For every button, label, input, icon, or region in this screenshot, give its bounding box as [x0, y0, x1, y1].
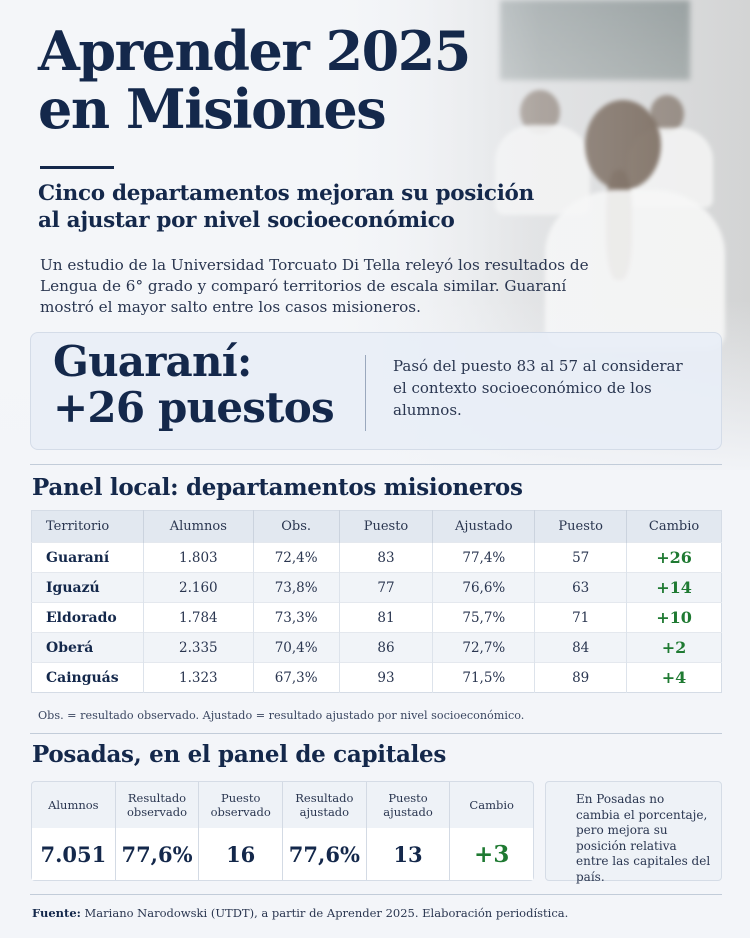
table-cell: 76,6%: [432, 572, 536, 603]
table-cell: 72,4%: [253, 542, 340, 573]
column-header: Cambio: [626, 510, 722, 543]
table-cell: 75,7%: [432, 602, 536, 633]
highlight-text: Pasó del puesto 83 al 57 al considerar e…: [393, 357, 683, 419]
stat-label: Alumnos: [48, 798, 99, 812]
stat-value: 13: [366, 828, 450, 880]
table-row: Oberá 2.335 70,4% 86 72,7% 84 +2: [31, 632, 722, 663]
local-panel-title: Panel local: departamentos misioneros: [32, 474, 523, 501]
column-header: Puesto: [534, 510, 628, 543]
column-header: Obs.: [253, 510, 340, 543]
table-cell: 72,7%: [432, 632, 536, 663]
change-cell: +14: [626, 572, 722, 603]
table-cell: 71: [534, 602, 628, 633]
column-header: Alumnos: [143, 510, 254, 543]
stat-column: Puesto ajustado 13: [366, 782, 451, 880]
stat-label: Puesto observado: [210, 791, 271, 819]
highlight-headline: Guaraní: +26 puestos: [53, 337, 335, 432]
table-cell: 1.803: [143, 542, 254, 573]
page-title: Aprender 2025 en Misiones: [38, 19, 471, 141]
column-header: Ajustado: [432, 510, 536, 543]
stat-column: Cambio +3: [450, 782, 534, 880]
table-cell: 70,4%: [253, 632, 340, 663]
stat-value: 16: [199, 828, 283, 880]
territory-cell: Oberá: [31, 632, 144, 663]
table-cell: 1.784: [143, 602, 254, 633]
table-header-row: Territorio Alumnos Obs. Puesto Ajustado …: [31, 510, 722, 543]
source-line: Fuente: Mariano Narodowski (UTDT), a par…: [32, 906, 568, 920]
territory-cell: Guaraní: [31, 542, 144, 573]
table-cell: 2.335: [143, 632, 254, 663]
stat-label: Cambio: [469, 798, 514, 812]
table-cell: 89: [534, 662, 628, 693]
table-row: Iguazú 2.160 73,8% 77 76,6% 63 +14: [31, 572, 722, 603]
capitals-panel-title: Posadas, en el panel de capitales: [32, 741, 447, 768]
table-row: Eldorado 1.784 73,3% 81 75,7% 71 +10: [31, 602, 722, 633]
section-divider: [30, 733, 722, 734]
stat-label: Resultado ajustado: [295, 791, 354, 819]
highlight-line-1: Guaraní:: [53, 337, 252, 386]
stat-label: Resultado observado: [126, 791, 188, 819]
table-cell: 83: [339, 542, 434, 573]
table-row: Cainguás 1.323 67,3% 93 71,5% 89 +4: [31, 662, 722, 693]
stat-column: Resultado observado 77,6%: [115, 782, 200, 880]
table-cell: 57: [534, 542, 628, 573]
table-cell: 71,5%: [432, 662, 536, 693]
section-divider: [30, 464, 722, 465]
territory-cell: Cainguás: [31, 662, 144, 693]
stat-column: Alumnos 7.051: [32, 782, 116, 880]
stat-value: 77,6%: [283, 828, 366, 880]
title-line-2: en Misiones: [38, 77, 387, 141]
intro-text: Un estudio de la Universidad Torcuato Di…: [40, 256, 589, 316]
table-cell: 1.323: [143, 662, 254, 693]
title-underline: [40, 166, 114, 169]
title-line-1: Aprender 2025: [38, 19, 471, 83]
local-panel-table: Territorio Alumnos Obs. Puesto Ajustado …: [31, 510, 722, 693]
stat-column: Puesto observado 16: [199, 782, 284, 880]
subtitle-line-2: al ajustar por nivel socioeconómico: [38, 208, 455, 233]
table-cell: 2.160: [143, 572, 254, 603]
stat-label: Puesto ajustado: [383, 791, 433, 819]
column-header: Puesto: [339, 510, 434, 543]
table-cell: 86: [339, 632, 434, 663]
table-cell: 73,3%: [253, 602, 340, 633]
territory-cell: Eldorado: [31, 602, 144, 633]
section-divider: [30, 894, 722, 895]
highlight-box: Guaraní: +26 puestos Pasó del puesto 83 …: [30, 332, 722, 450]
capitals-side-note: En Posadas no cambia el porcentaje, pero…: [545, 781, 722, 884]
table-cell: 81: [339, 602, 434, 633]
change-value: +3: [450, 828, 534, 880]
highlight-line-2: +26 puestos: [53, 383, 335, 432]
table-cell: 84: [534, 632, 628, 663]
subtitle-line-1: Cinco departamentos mejoran su posición: [38, 181, 534, 206]
table-note: Obs. = resultado observado. Ajustado = r…: [38, 709, 525, 722]
table-cell: 67,3%: [253, 662, 340, 693]
table-cell: 93: [339, 662, 434, 693]
stat-value: 77,6%: [115, 828, 199, 880]
highlight-divider: [365, 355, 366, 431]
change-cell: +26: [626, 542, 722, 573]
source-label: Fuente:: [32, 906, 81, 920]
stat-value: 7.051: [32, 828, 115, 880]
table-cell: 77: [339, 572, 434, 603]
table-row: Guaraní 1.803 72,4% 83 77,4% 57 +26: [31, 542, 722, 573]
stat-column: Resultado ajustado 77,6%: [283, 782, 367, 880]
table-cell: 63: [534, 572, 628, 603]
table-cell: 77,4%: [432, 542, 536, 573]
table-cell: 73,8%: [253, 572, 340, 603]
change-cell: +10: [626, 602, 722, 633]
source-text: Mariano Narodowski (UTDT), a partir de A…: [84, 906, 569, 920]
territory-cell: Iguazú: [31, 572, 144, 603]
column-header: Territorio: [31, 510, 144, 543]
change-cell: +4: [626, 662, 722, 693]
capitals-stats-box: Alumnos 7.051 Resultado observado 77,6% …: [31, 781, 534, 881]
subtitle: Cinco departamentos mejoran su posición …: [38, 180, 578, 234]
change-cell: +2: [626, 632, 722, 663]
